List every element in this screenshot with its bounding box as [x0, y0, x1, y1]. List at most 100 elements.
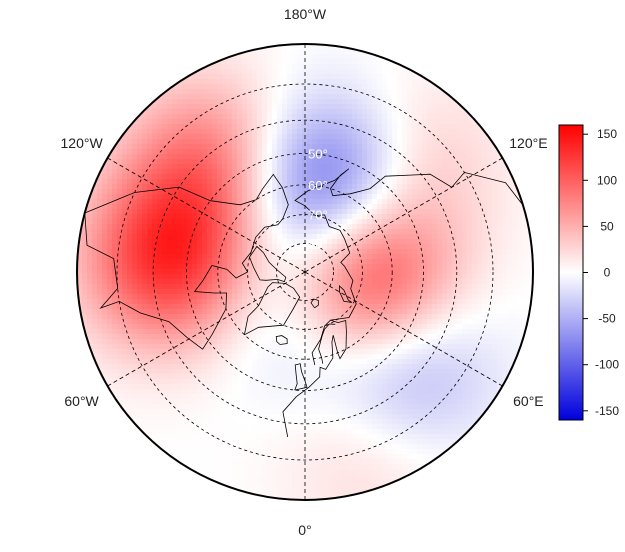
field-cell — [352, 259, 358, 265]
field-cell — [497, 294, 503, 300]
field-cell — [242, 144, 248, 150]
field-cell — [237, 239, 243, 245]
field-cell — [207, 119, 213, 125]
field-cell — [292, 239, 298, 245]
field-cell — [447, 349, 453, 355]
field-cell — [432, 244, 438, 250]
field-cell — [227, 114, 233, 120]
field-cell — [177, 84, 183, 90]
field-cell — [147, 314, 153, 320]
field-cell — [302, 249, 308, 255]
field-cell — [227, 74, 233, 80]
field-cell — [347, 79, 353, 85]
field-cell — [212, 349, 218, 355]
field-cell — [387, 154, 393, 160]
field-cell — [362, 304, 368, 310]
field-cell — [297, 354, 303, 360]
field-cell — [142, 239, 148, 245]
field-cell — [412, 189, 418, 195]
field-cell — [177, 124, 183, 130]
field-cell — [432, 219, 438, 225]
field-cell — [207, 214, 213, 220]
field-cell — [287, 199, 293, 205]
field-cell — [317, 284, 323, 290]
field-cell — [92, 244, 98, 250]
field-cell — [327, 189, 333, 195]
field-cell — [177, 104, 183, 110]
field-cell — [132, 219, 138, 225]
field-cell — [402, 284, 408, 290]
field-cell — [212, 224, 218, 230]
field-cell — [362, 89, 368, 95]
field-cell — [497, 259, 503, 265]
field-cell — [442, 239, 448, 245]
field-cell — [217, 319, 223, 325]
field-cell — [252, 209, 258, 215]
field-cell — [507, 199, 513, 205]
field-cell — [102, 169, 108, 175]
field-cell — [277, 264, 283, 270]
field-cell — [317, 104, 323, 110]
field-cell — [522, 219, 528, 225]
field-cell — [267, 169, 273, 175]
field-cell — [297, 239, 303, 245]
field-cell — [292, 44, 298, 50]
field-cell — [462, 114, 468, 120]
field-cell — [387, 109, 393, 115]
field-cell — [252, 124, 258, 130]
field-cell — [232, 319, 238, 325]
field-cell — [327, 344, 333, 350]
field-cell — [512, 209, 518, 215]
field-cell — [347, 189, 353, 195]
field-cell — [482, 304, 488, 310]
field-cell — [442, 129, 448, 135]
field-cell — [112, 304, 118, 310]
field-cell — [367, 69, 373, 75]
field-cell — [212, 289, 218, 295]
field-cell — [327, 314, 333, 320]
field-cell — [447, 209, 453, 215]
field-cell — [327, 294, 333, 300]
field-cell — [477, 269, 483, 275]
field-cell — [317, 179, 323, 185]
field-cell — [212, 314, 218, 320]
field-cell — [137, 124, 143, 130]
field-cell — [397, 89, 403, 95]
field-cell — [107, 229, 113, 235]
field-cell — [187, 319, 193, 325]
field-cell — [522, 239, 528, 245]
field-cell — [422, 344, 428, 350]
field-cell — [87, 269, 93, 275]
field-cell — [142, 124, 148, 130]
field-cell — [242, 279, 248, 285]
field-cell — [352, 114, 358, 120]
field-cell — [197, 94, 203, 100]
field-cell — [257, 314, 263, 320]
field-cell — [437, 89, 443, 95]
field-cell — [417, 179, 423, 185]
field-cell — [107, 314, 113, 320]
field-cell — [377, 129, 383, 135]
field-cell — [252, 299, 258, 305]
field-cell — [507, 279, 513, 285]
field-cell — [197, 129, 203, 135]
field-cell — [222, 124, 228, 130]
field-cell — [87, 249, 93, 255]
field-cell — [307, 299, 313, 305]
field-cell — [207, 199, 213, 205]
field-cell — [152, 259, 158, 265]
field-cell — [192, 149, 198, 155]
field-cell — [452, 354, 458, 360]
field-cell — [467, 244, 473, 250]
field-cell — [222, 164, 228, 170]
field-cell — [292, 234, 298, 240]
field-cell — [402, 309, 408, 315]
field-cell — [237, 189, 243, 195]
field-cell — [192, 309, 198, 315]
field-cell — [387, 99, 393, 105]
field-cell — [212, 99, 218, 105]
field-cell — [462, 314, 468, 320]
field-cell — [327, 169, 333, 175]
field-cell — [347, 339, 353, 345]
field-cell — [422, 324, 428, 330]
